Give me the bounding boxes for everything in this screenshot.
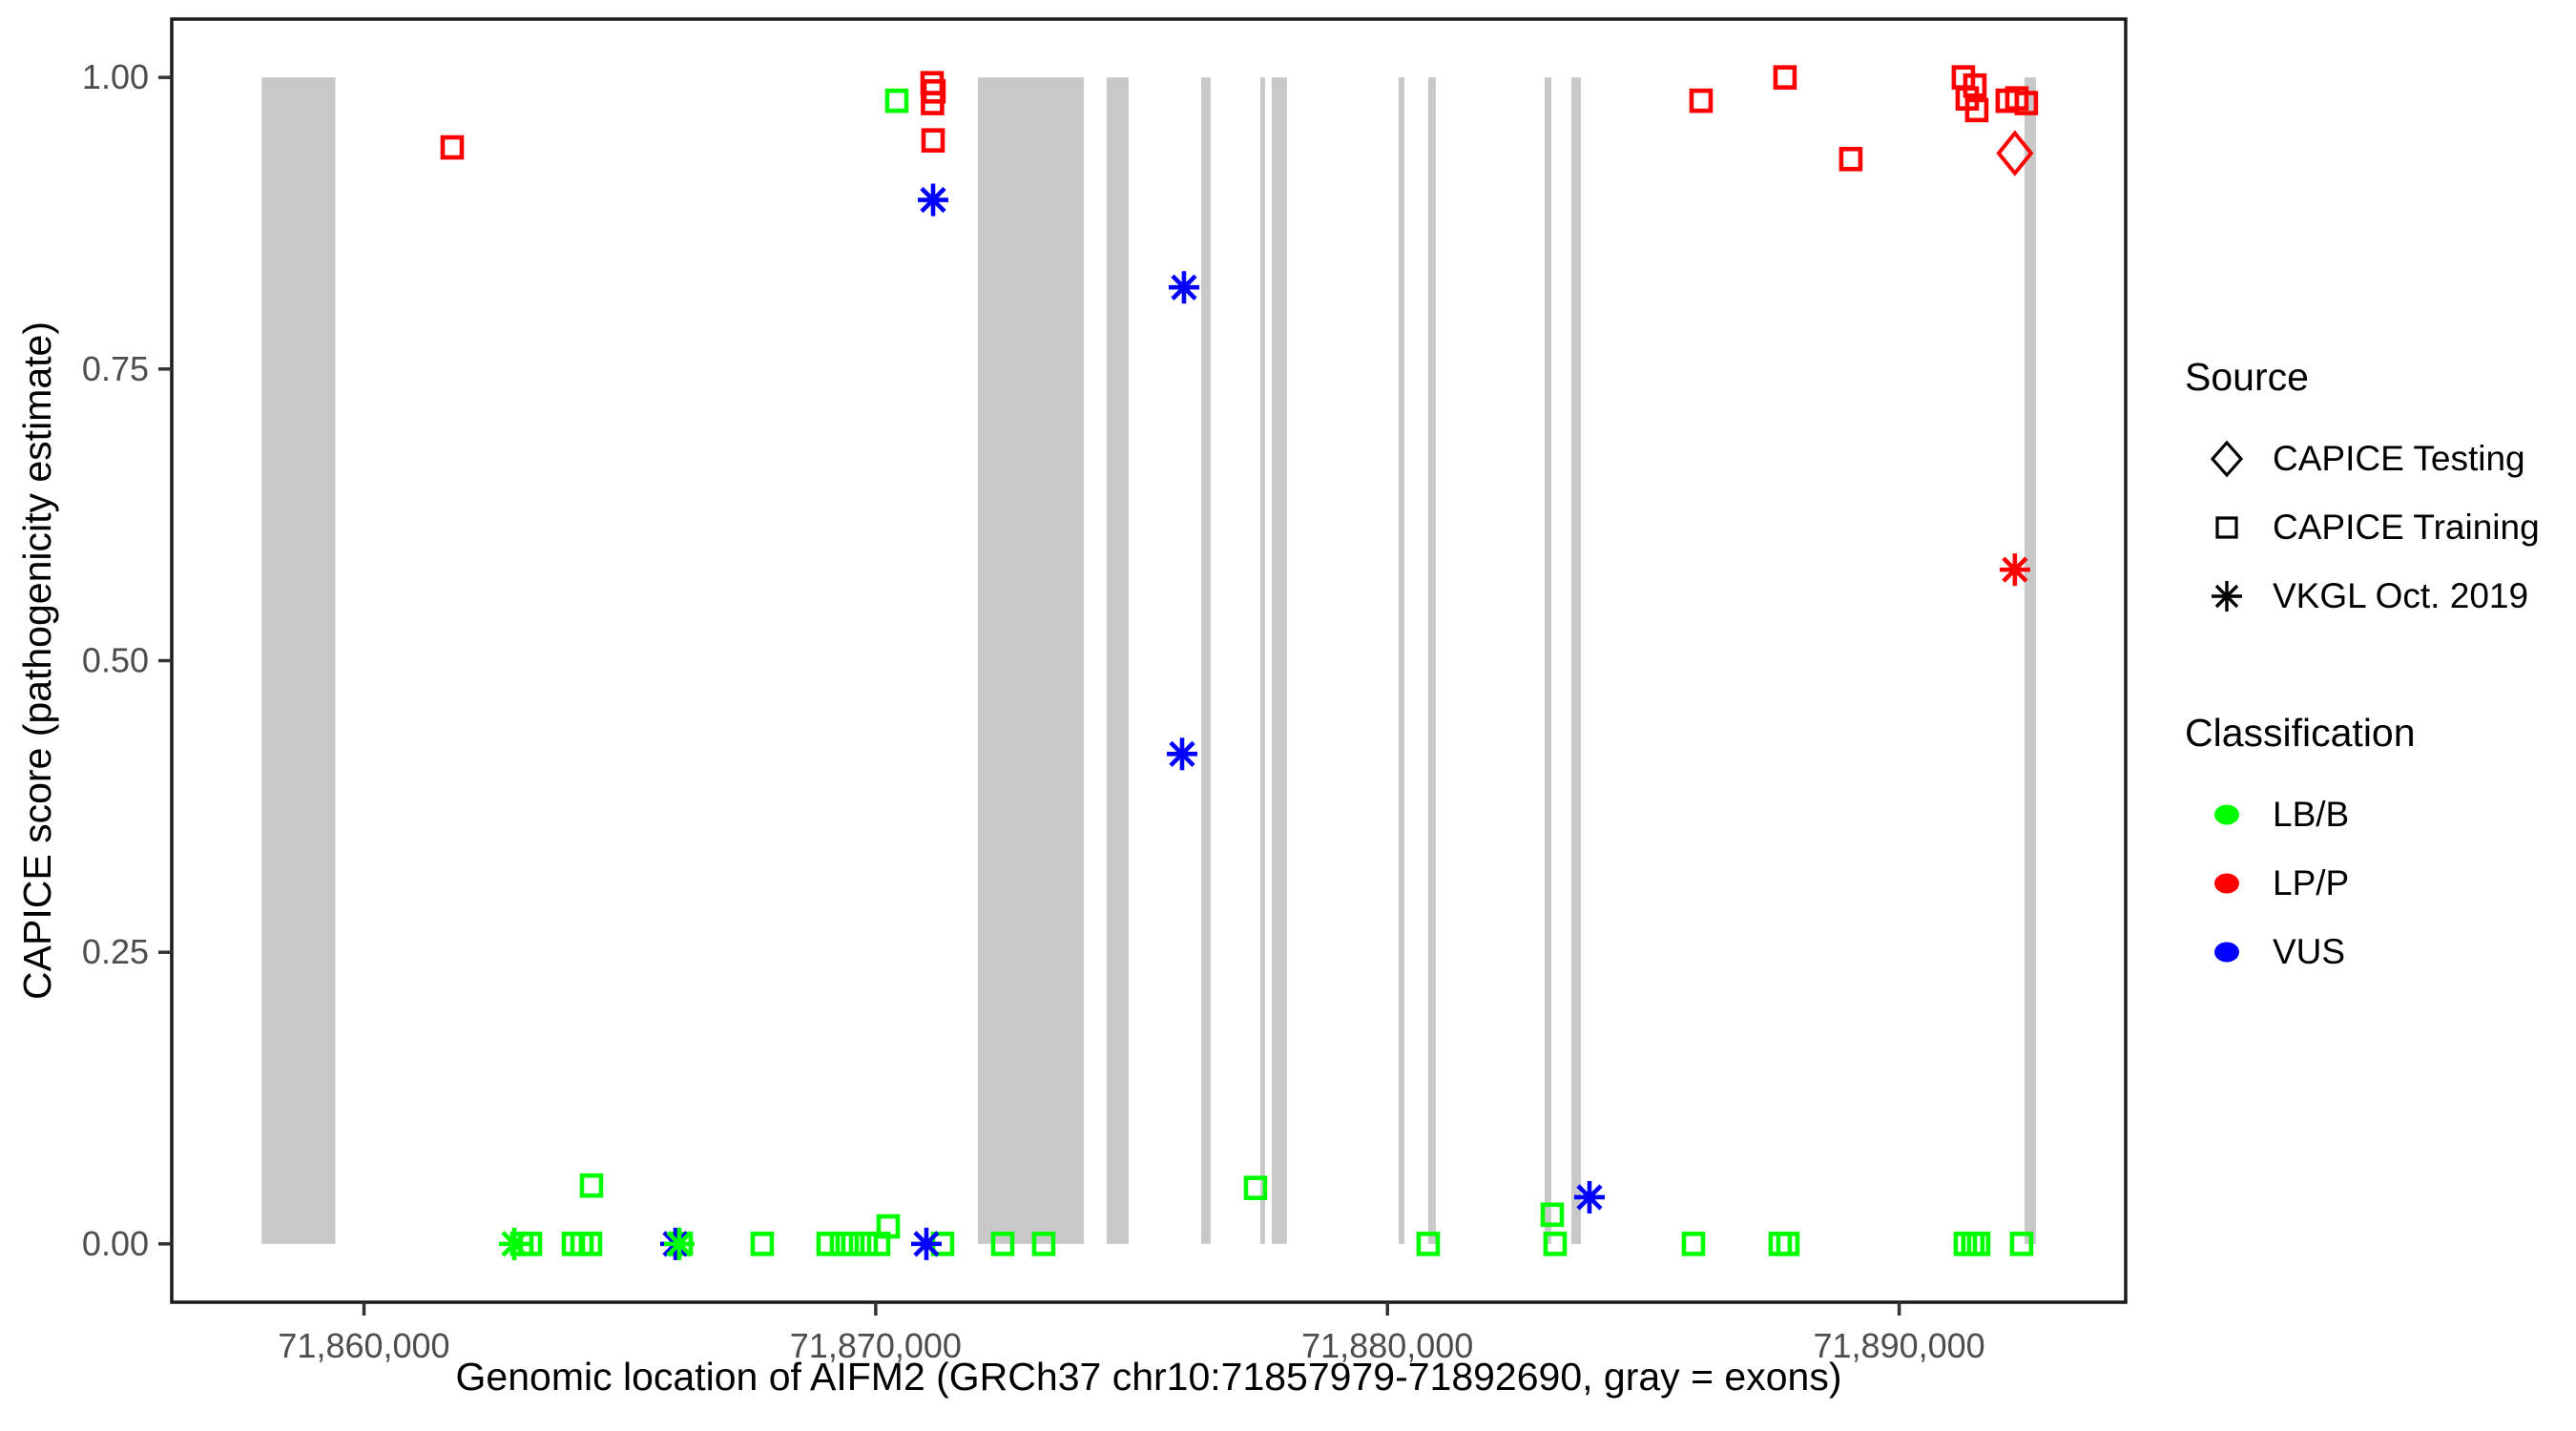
exon-bar xyxy=(1570,77,1581,1244)
legend-item-vkgl: VKGL Oct. 2019 xyxy=(2185,562,2566,631)
legend-classification-title: Classification xyxy=(2185,711,2416,755)
asterisk-icon xyxy=(2212,581,2242,612)
legend-item-lbb: LB/B xyxy=(2185,780,2566,849)
data-point-asterisk xyxy=(918,183,949,217)
legend-item-lpp: LP/P xyxy=(2185,849,2566,918)
x-axis-title: Genomic location of AIFM2 (GRCh37 chr10:… xyxy=(455,1355,1842,1399)
legend-item-label: LP/P xyxy=(2273,863,2350,902)
legend-item-label: VUS xyxy=(2273,932,2346,971)
data-point-square xyxy=(578,1232,603,1256)
x-tick-label: 71,890,000 xyxy=(1814,1326,1985,1365)
data-point-square xyxy=(1839,146,1863,172)
data-point-square xyxy=(1689,88,1714,114)
legend-item-label: CAPICE Testing xyxy=(2273,439,2525,478)
legend-item-capice-training: CAPICE Training xyxy=(2185,493,2566,562)
y-tick-label: 0.75 xyxy=(82,349,149,388)
data-point-square xyxy=(1963,73,1987,98)
data-point-square xyxy=(1776,1232,1800,1256)
data-point-square xyxy=(1543,1232,1568,1256)
exon-bar xyxy=(1259,77,1265,1244)
data-point-square xyxy=(816,1232,841,1256)
data-point-square xyxy=(921,91,945,115)
data-point-square xyxy=(1540,1202,1565,1228)
red-dot-icon xyxy=(2214,873,2239,894)
data-point-asterisk xyxy=(1166,737,1197,771)
data-point-asterisk xyxy=(910,1227,942,1260)
data-point-square xyxy=(921,128,945,153)
exon-bar xyxy=(1271,77,1287,1244)
y-tick-label: 0.50 xyxy=(82,641,149,680)
data-point-square xyxy=(990,1232,1015,1256)
exon-bar xyxy=(1544,77,1551,1244)
exon-bar xyxy=(1106,77,1129,1244)
exon-bar xyxy=(261,77,336,1244)
x-tick-label: 71,860,000 xyxy=(278,1326,449,1365)
data-point-square xyxy=(750,1232,775,1256)
data-point-asterisk xyxy=(663,1227,695,1260)
legend-item-vus: VUS xyxy=(2185,918,2566,986)
data-point-square xyxy=(876,1213,901,1239)
exon-bar xyxy=(1200,77,1211,1244)
exon-bar xyxy=(977,77,1084,1244)
data-point-square xyxy=(440,135,465,160)
y-tick-label: 0.00 xyxy=(82,1224,149,1263)
data-point-square xyxy=(854,1232,879,1256)
x-tick-label: 71,870,000 xyxy=(790,1326,962,1365)
data-point-asterisk xyxy=(1168,271,1199,304)
data-point-square xyxy=(1966,1232,1991,1256)
data-point-diamond xyxy=(1996,130,2034,176)
data-point-square xyxy=(1031,1232,1056,1256)
data-point-square xyxy=(1416,1232,1441,1256)
legend-item-label: CAPICE Training xyxy=(2273,508,2540,547)
data-point-square xyxy=(1681,1232,1706,1256)
plot-panel xyxy=(172,19,2126,1302)
legend-item-label: VKGL Oct. 2019 xyxy=(2273,576,2529,615)
data-point-square xyxy=(1243,1175,1268,1200)
blue-dot-icon xyxy=(2214,942,2239,963)
y-tick-label: 1.00 xyxy=(82,57,149,96)
data-point-square xyxy=(2009,1232,2034,1256)
y-tick-label: 0.25 xyxy=(82,932,149,971)
diamond-icon xyxy=(2210,440,2244,478)
data-point-asterisk xyxy=(1999,553,2030,587)
legend: Source CAPICE Testing CAPICE Training xyxy=(2185,355,2566,986)
exon-bar xyxy=(2024,77,2036,1244)
y-axis-title: CAPICE score (pathogenicity estimate) xyxy=(14,321,59,1000)
data-point-square xyxy=(579,1172,604,1198)
data-point-square xyxy=(884,88,909,114)
square-icon xyxy=(2215,516,2238,539)
data-point-asterisk xyxy=(498,1227,530,1260)
data-point-square xyxy=(1773,65,1797,90)
data-point-square xyxy=(1964,97,1989,123)
legend-item-label: LB/B xyxy=(2273,795,2350,834)
x-tick-label: 71,880,000 xyxy=(1301,1326,1473,1365)
data-point-asterisk xyxy=(1573,1180,1605,1213)
exon-bar xyxy=(1398,77,1404,1244)
legend-source-title: Source xyxy=(2185,355,2309,399)
green-dot-icon xyxy=(2214,804,2239,825)
exon-bar xyxy=(1427,77,1436,1244)
data-point-square xyxy=(841,1232,865,1256)
data-point-square xyxy=(2014,91,2039,115)
legend-item-capice-testing: CAPICE Testing xyxy=(2185,425,2566,493)
